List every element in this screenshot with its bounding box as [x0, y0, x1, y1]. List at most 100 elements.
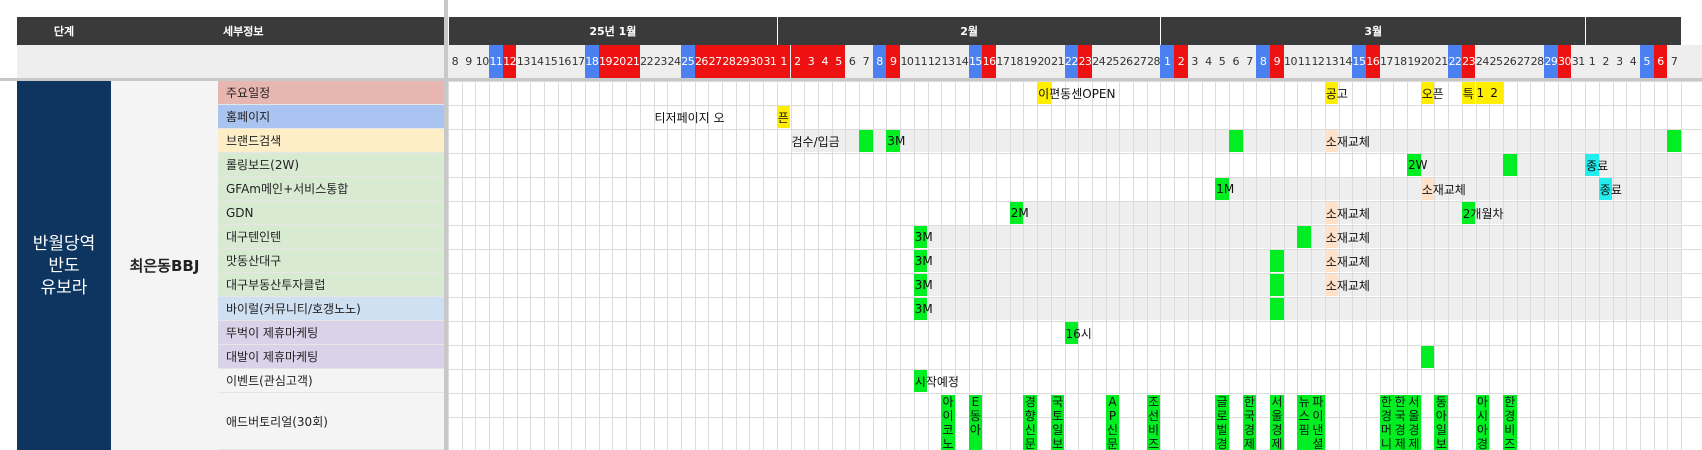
event-marker[interactable]: [1215, 178, 1229, 200]
day-number[interactable]: 22: [640, 55, 654, 68]
task-label[interactable]: 롤링보드(2W): [218, 153, 444, 177]
day-number[interactable]: 23: [1078, 45, 1092, 78]
day-number[interactable]: 9: [886, 45, 901, 78]
event-marker[interactable]: [1324, 250, 1339, 272]
advertorial-marker[interactable]: [1434, 395, 1449, 450]
day-number[interactable]: 28: [722, 45, 736, 78]
day-number[interactable]: 28: [1147, 55, 1161, 68]
day-number[interactable]: 1: [776, 45, 791, 78]
day-number[interactable]: 7: [862, 55, 870, 68]
day-number[interactable]: 10: [1284, 55, 1298, 68]
task-label[interactable]: 주요일정: [218, 81, 444, 105]
event-marker[interactable]: [1270, 250, 1284, 272]
day-number[interactable]: 29: [1544, 45, 1558, 78]
day-number[interactable]: 28: [1530, 55, 1544, 68]
advertorial-marker[interactable]: [1475, 395, 1490, 450]
day-number[interactable]: 19: [1023, 55, 1037, 68]
day-number[interactable]: 12: [927, 55, 941, 68]
day-number[interactable]: 15: [968, 45, 982, 78]
day-number[interactable]: 2: [790, 45, 805, 78]
event-marker[interactable]: [1420, 82, 1435, 104]
detail-cell[interactable]: 최은동BBJ: [111, 81, 218, 450]
day-number[interactable]: 20: [1037, 55, 1051, 68]
day-number[interactable]: 13: [516, 55, 530, 68]
day-number[interactable]: 11: [489, 45, 503, 78]
day-number[interactable]: 16: [982, 45, 996, 78]
event-marker[interactable]: [1270, 274, 1284, 296]
day-number[interactable]: 24: [1092, 55, 1106, 68]
day-number[interactable]: 5: [1639, 45, 1654, 78]
day-number[interactable]: 17: [996, 55, 1010, 68]
task-label[interactable]: 대구텐인텐: [218, 225, 444, 249]
day-number[interactable]: 8: [451, 55, 459, 68]
day-number[interactable]: 6: [1653, 45, 1668, 78]
day-number[interactable]: 4: [1629, 55, 1637, 68]
day-number[interactable]: 26: [1503, 55, 1517, 68]
day-number[interactable]: 30: [749, 45, 763, 78]
event-marker[interactable]: [1324, 202, 1339, 224]
day-number[interactable]: 22: [1064, 45, 1078, 78]
stage-cell[interactable]: 반월당역 반도 유보라: [17, 81, 111, 450]
day-number[interactable]: 9: [1270, 45, 1284, 78]
event-marker[interactable]: [1475, 82, 1490, 104]
day-number[interactable]: 22: [1448, 45, 1462, 78]
advertorial-marker[interactable]: [968, 395, 983, 450]
advertorial-marker[interactable]: [1242, 395, 1257, 450]
advertorial-marker[interactable]: [1023, 395, 1038, 450]
day-number[interactable]: 20: [1421, 55, 1435, 68]
day-number[interactable]: 1: [1160, 45, 1175, 78]
day-number[interactable]: 18: [585, 45, 599, 78]
frozen-row-divider[interactable]: [0, 78, 1702, 81]
day-number[interactable]: 11: [1297, 55, 1311, 68]
event-marker[interactable]: [913, 226, 928, 248]
day-number[interactable]: 6: [1232, 55, 1239, 68]
day-number[interactable]: 23: [1461, 45, 1476, 78]
day-number[interactable]: 4: [817, 45, 832, 78]
event-marker[interactable]: [1407, 154, 1421, 176]
frozen-column-divider[interactable]: [444, 0, 448, 450]
task-label[interactable]: 맛동산대구: [218, 249, 444, 273]
day-number[interactable]: 15: [1352, 45, 1366, 78]
day-number[interactable]: 16: [557, 55, 571, 68]
task-label[interactable]: 뚜벅이 제휴마케팅: [218, 321, 444, 345]
event-marker[interactable]: [1461, 202, 1476, 224]
event-marker[interactable]: [1667, 130, 1681, 152]
day-number[interactable]: 27: [1516, 55, 1530, 68]
month-header[interactable]: 25년 1월: [448, 17, 777, 45]
day-number[interactable]: 31: [763, 45, 777, 78]
day-number[interactable]: 3: [1616, 55, 1623, 68]
advertorial-marker[interactable]: [1105, 395, 1120, 450]
day-number[interactable]: 19: [1407, 55, 1421, 68]
day-number[interactable]: 24: [667, 55, 681, 68]
advertorial-marker[interactable]: [1311, 395, 1325, 450]
event-marker[interactable]: [1064, 322, 1079, 344]
day-number[interactable]: 25: [1489, 55, 1503, 68]
task-label[interactable]: 홈페이지: [218, 105, 444, 129]
day-number[interactable]: 21: [1051, 55, 1065, 68]
day-number[interactable]: 25: [1105, 55, 1119, 68]
day-number[interactable]: 8: [1256, 45, 1270, 78]
day-number[interactable]: 27: [708, 45, 722, 78]
task-label[interactable]: 대발이 제휴마케팅: [218, 345, 444, 369]
day-number[interactable]: 8: [872, 45, 887, 78]
day-number[interactable]: 1: [1588, 55, 1596, 68]
day-number[interactable]: 27: [1133, 55, 1147, 68]
advertorial-marker[interactable]: [941, 395, 955, 450]
advertorial-marker[interactable]: [1502, 395, 1517, 450]
day-number[interactable]: 14: [1338, 55, 1352, 68]
event-marker[interactable]: [1228, 130, 1243, 152]
day-number[interactable]: 24: [1475, 55, 1489, 68]
event-marker[interactable]: [1502, 154, 1517, 176]
day-number[interactable]: 26: [694, 45, 708, 78]
day-number[interactable]: 12: [502, 45, 517, 78]
day-number[interactable]: 29: [735, 45, 750, 78]
task-label[interactable]: 애드버토리얼(30회): [218, 393, 444, 450]
event-marker[interactable]: [913, 298, 928, 320]
day-number[interactable]: 10: [900, 55, 914, 68]
day-number[interactable]: 26: [1119, 55, 1133, 68]
event-marker[interactable]: [1489, 82, 1503, 104]
task-label[interactable]: 브랜드검색: [218, 129, 444, 153]
event-marker[interactable]: [1009, 202, 1024, 224]
stage-header[interactable]: 단계: [17, 17, 111, 45]
day-number[interactable]: 18: [1010, 55, 1024, 68]
